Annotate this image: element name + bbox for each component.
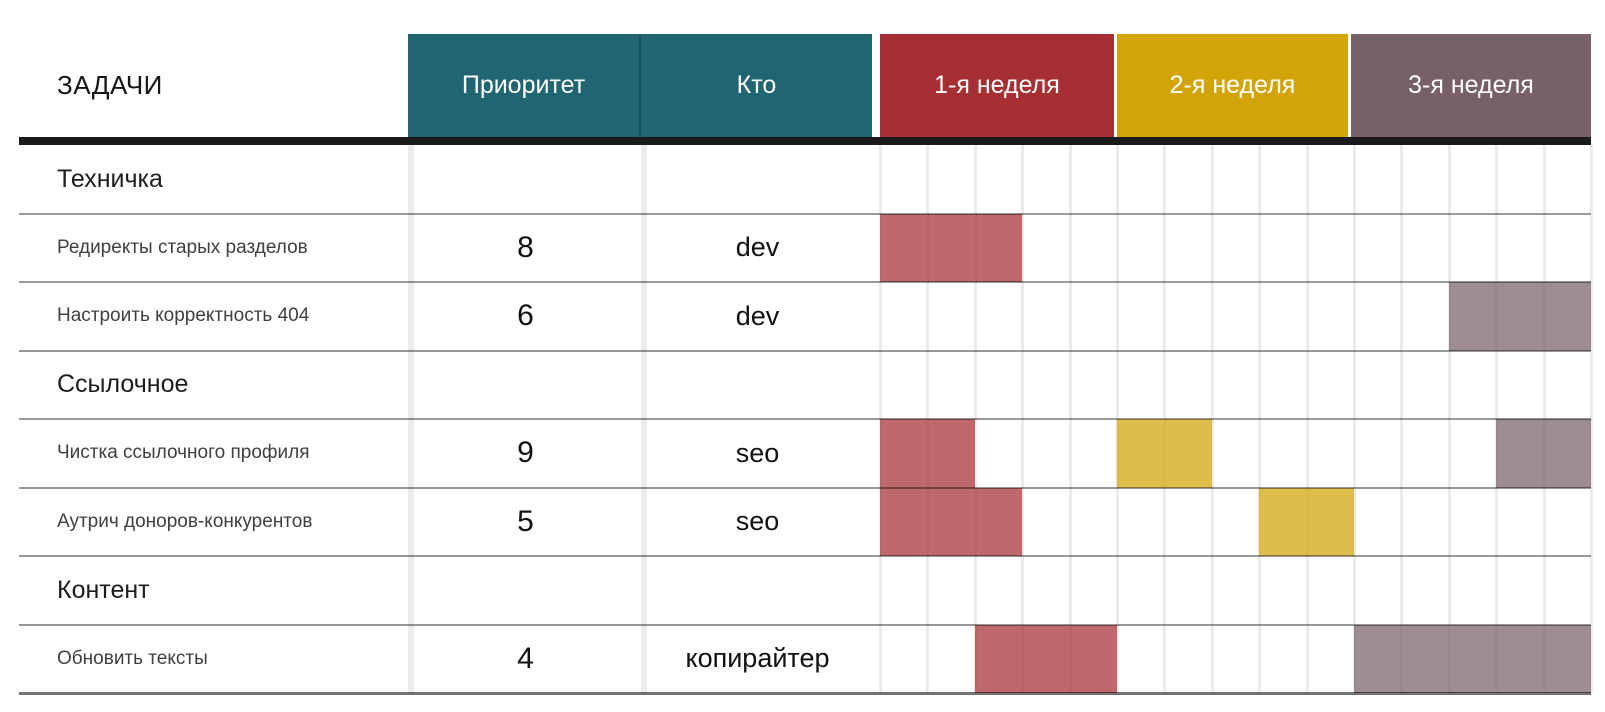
row-separator	[19, 418, 1591, 420]
who-cell[interactable]: seo	[735, 506, 780, 537]
task-row: Редиректы старых разделов 8 dev	[19, 213, 1591, 282]
column-divider	[408, 143, 414, 693]
grid-day-line	[973, 143, 977, 693]
tasks-column-header: ЗАДАЧИ	[57, 70, 163, 100]
column-header-week-2[interactable]: 2-я неделя	[1117, 34, 1348, 137]
grid-day-line	[1353, 143, 1356, 693]
row-separator	[19, 486, 1591, 489]
row-separator	[19, 555, 1591, 557]
grid-day-line	[1400, 143, 1404, 693]
header-underline	[19, 137, 1591, 145]
grid-day-line	[1590, 143, 1593, 693]
who-cell[interactable]: копирайтер	[685, 643, 830, 674]
priority-cell[interactable]: 4	[517, 641, 534, 675]
task-row: Настроить корректность 404 6 dev	[19, 282, 1591, 351]
gantt-bar-week-1[interactable]	[974, 624, 1117, 693]
gantt-bar-week-3[interactable]	[1448, 282, 1591, 351]
column-header-who[interactable]: Кто	[736, 71, 777, 99]
header-group-meta: Приоритет Кто	[408, 34, 872, 137]
grid-day-line	[926, 143, 930, 693]
task-name-cell[interactable]: Аутрич доноров-конкурентов	[57, 510, 313, 532]
grid-day-line	[1163, 143, 1167, 693]
grid-day-line	[1542, 143, 1546, 693]
grid-day-line	[1258, 143, 1262, 693]
task-name-cell[interactable]: Редиректы старых разделов	[57, 236, 308, 258]
task-row: Аутрич доноров-конкурентов 5 seo	[19, 487, 1591, 556]
gantt-bar-week-1[interactable]	[880, 419, 975, 488]
grid-day-line	[879, 143, 882, 693]
section-row: Контент	[19, 556, 1591, 625]
gantt-bar-week-3[interactable]	[1354, 624, 1591, 693]
header-column-divider	[639, 34, 641, 137]
section-label-cell[interactable]: Контент	[57, 575, 150, 604]
grid-day-line	[1210, 143, 1214, 693]
who-cell[interactable]: seo	[735, 437, 780, 468]
task-row: Чистка ссылочного профиля 9 seo	[19, 419, 1591, 488]
gantt-bar-week-3[interactable]	[1496, 419, 1591, 488]
grid-day-line	[1021, 143, 1025, 693]
grid-day-line	[1447, 143, 1451, 693]
priority-cell[interactable]: 9	[517, 436, 534, 470]
column-header-week-1[interactable]: 1-я неделя	[880, 34, 1114, 137]
priority-cell[interactable]: 6	[517, 299, 534, 333]
gantt-bar-week-2[interactable]	[1117, 419, 1212, 488]
section-row: Ссылочное	[19, 351, 1591, 420]
column-header-priority[interactable]: Приоритет	[461, 71, 586, 99]
task-name-cell[interactable]: Настроить корректность 404	[57, 305, 310, 327]
grid-day-line	[1068, 143, 1072, 693]
section-row: Техничка	[19, 145, 1591, 214]
grid-day-line	[1495, 143, 1499, 693]
priority-cell[interactable]: 5	[517, 504, 534, 538]
section-label-cell[interactable]: Ссылочное	[57, 370, 189, 399]
grid-day-line	[1116, 143, 1119, 693]
gantt-bar-week-1[interactable]	[880, 213, 1023, 282]
gantt-bar-week-1[interactable]	[880, 487, 1023, 556]
priority-cell[interactable]: 8	[517, 230, 534, 264]
section-label-cell[interactable]: Техничка	[57, 164, 163, 193]
task-name-cell[interactable]: Чистка ссылочного профиля	[57, 442, 310, 464]
column-header-week-3[interactable]: 3-я неделя	[1351, 34, 1591, 137]
grid-day-line	[1305, 143, 1309, 693]
table-bottom-border	[19, 692, 1591, 695]
task-name-cell[interactable]: Обновить тексты	[57, 647, 208, 669]
task-row: Обновить тексты 4 копирайтер	[19, 624, 1591, 693]
gantt-bar-week-2[interactable]	[1259, 487, 1354, 556]
row-separator	[19, 349, 1591, 352]
column-divider	[641, 143, 647, 693]
row-separator	[19, 212, 1591, 215]
row-separator	[19, 281, 1591, 283]
who-cell[interactable]: dev	[735, 300, 780, 331]
row-separator	[19, 623, 1591, 626]
who-cell[interactable]: dev	[735, 232, 780, 263]
